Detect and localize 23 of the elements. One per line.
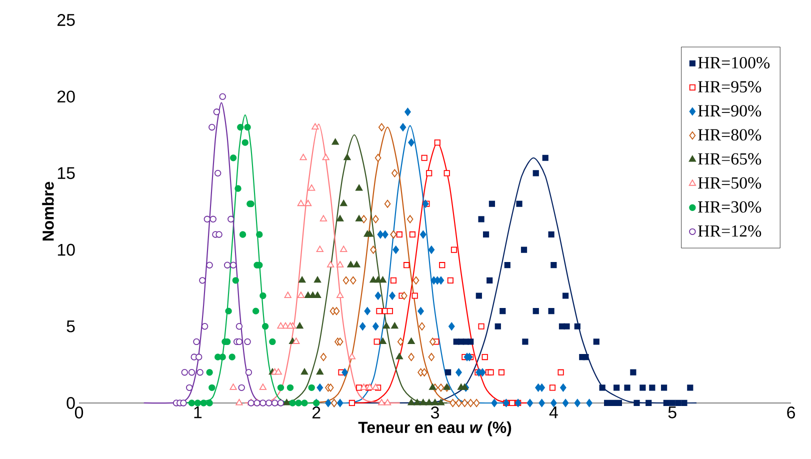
y-axis-title: Nombre bbox=[42, 182, 54, 241]
x-tick-label: 2 bbox=[312, 406, 320, 418]
legend-label: HR=100% bbox=[698, 56, 770, 68]
x-tick-label: 3 bbox=[430, 406, 439, 419]
legend-label: HR=50% bbox=[698, 177, 762, 189]
x-tick-label: 6 bbox=[787, 406, 795, 419]
legend-label: HR=12% bbox=[698, 225, 762, 237]
x-tick-label: 4 bbox=[549, 406, 558, 418]
legend-label: HR=30% bbox=[698, 201, 762, 213]
x-axis-title: Teneur en eau w (%) bbox=[358, 421, 512, 436]
y-tick-label: 25 bbox=[58, 14, 75, 26]
legend-label: HR=90% bbox=[698, 105, 762, 117]
legend-label: HR=95% bbox=[698, 81, 762, 93]
x-tick-label: 5 bbox=[668, 406, 676, 418]
legend-label: HR=80% bbox=[698, 129, 762, 141]
y-tick-label: 20 bbox=[58, 90, 75, 103]
x-tick-label: 1 bbox=[194, 406, 202, 418]
y-tick-label: 0 bbox=[66, 396, 75, 409]
y-tick-label: 10 bbox=[58, 244, 75, 256]
x-tick-label: 0 bbox=[74, 406, 84, 419]
y-tick-label: 15 bbox=[58, 167, 75, 180]
legend-label: HR=65% bbox=[698, 153, 762, 165]
y-tick-label: 5 bbox=[66, 320, 75, 332]
